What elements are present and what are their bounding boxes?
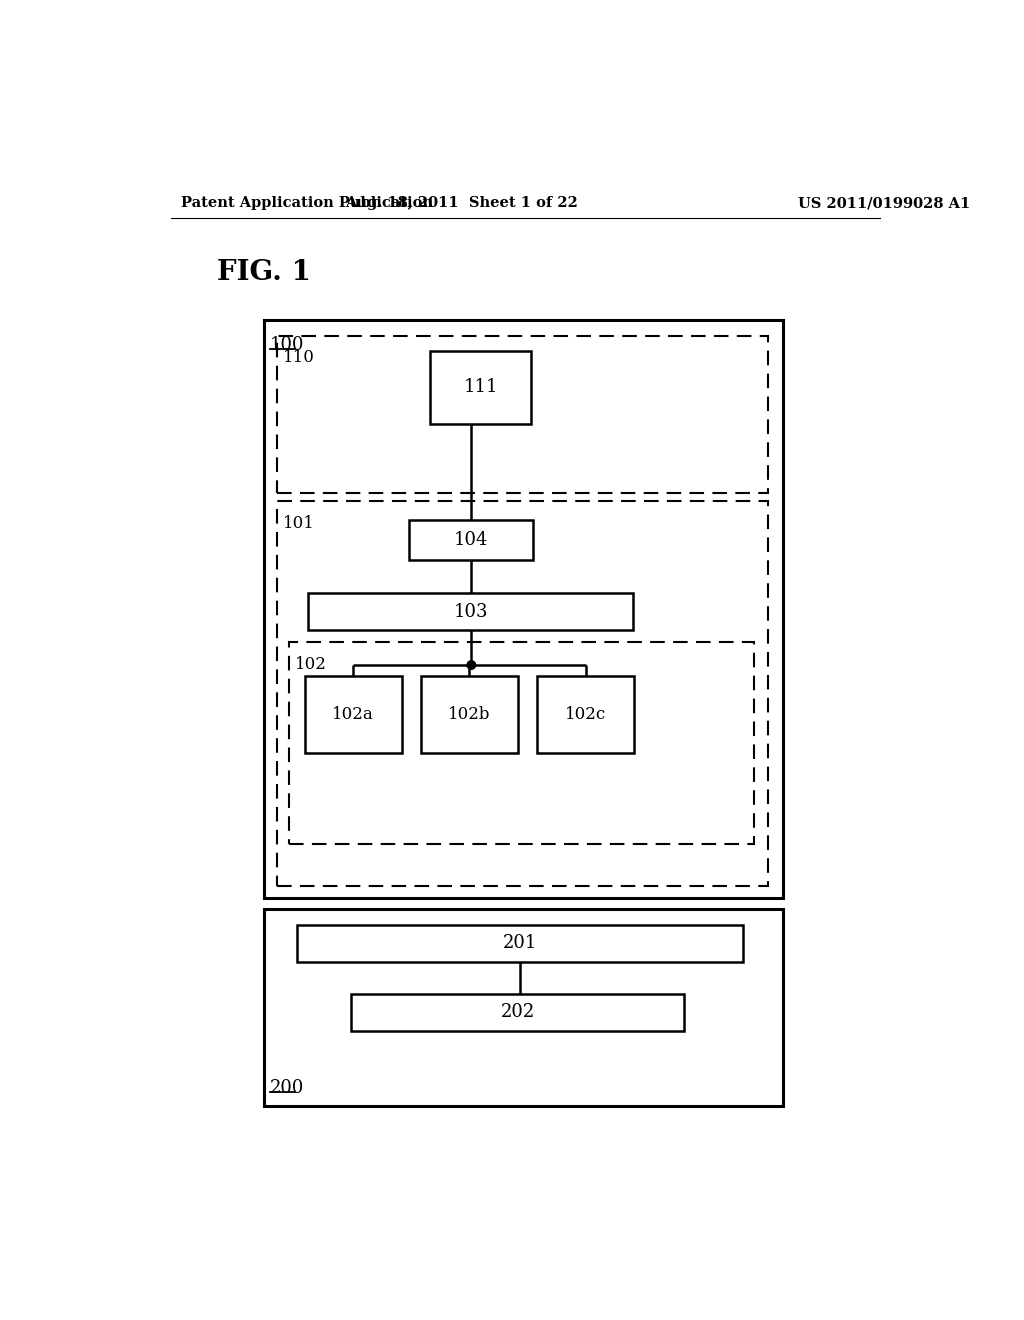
Text: 200: 200 bbox=[270, 1078, 304, 1097]
Bar bbox=[421, 676, 518, 752]
Bar bbox=[276, 502, 768, 886]
Bar bbox=[305, 676, 401, 752]
Text: 202: 202 bbox=[501, 1003, 535, 1022]
Text: 102b: 102b bbox=[449, 706, 490, 723]
Text: 102: 102 bbox=[295, 656, 328, 673]
Text: 102a: 102a bbox=[332, 706, 374, 723]
Bar bbox=[263, 909, 783, 1106]
Bar bbox=[263, 321, 783, 898]
Text: US 2011/0199028 A1: US 2011/0199028 A1 bbox=[799, 197, 971, 210]
Bar bbox=[538, 676, 634, 752]
Text: 100: 100 bbox=[270, 335, 304, 354]
Bar bbox=[410, 520, 534, 561]
Text: 104: 104 bbox=[454, 532, 488, 549]
Text: 110: 110 bbox=[283, 350, 314, 367]
Bar bbox=[308, 594, 633, 631]
Text: Aug. 18, 2011  Sheet 1 of 22: Aug. 18, 2011 Sheet 1 of 22 bbox=[345, 197, 578, 210]
Text: 103: 103 bbox=[454, 603, 487, 620]
Text: 201: 201 bbox=[503, 935, 538, 952]
Bar bbox=[351, 994, 684, 1031]
Circle shape bbox=[467, 661, 475, 669]
Bar bbox=[276, 335, 768, 494]
Bar bbox=[289, 642, 755, 843]
Text: 101: 101 bbox=[283, 515, 314, 532]
Bar bbox=[297, 924, 743, 961]
Text: FIG. 1: FIG. 1 bbox=[217, 259, 311, 285]
Text: 111: 111 bbox=[464, 379, 498, 396]
Text: Patent Application Publication: Patent Application Publication bbox=[180, 197, 433, 210]
Bar bbox=[430, 351, 531, 424]
Text: 102c: 102c bbox=[565, 706, 606, 723]
